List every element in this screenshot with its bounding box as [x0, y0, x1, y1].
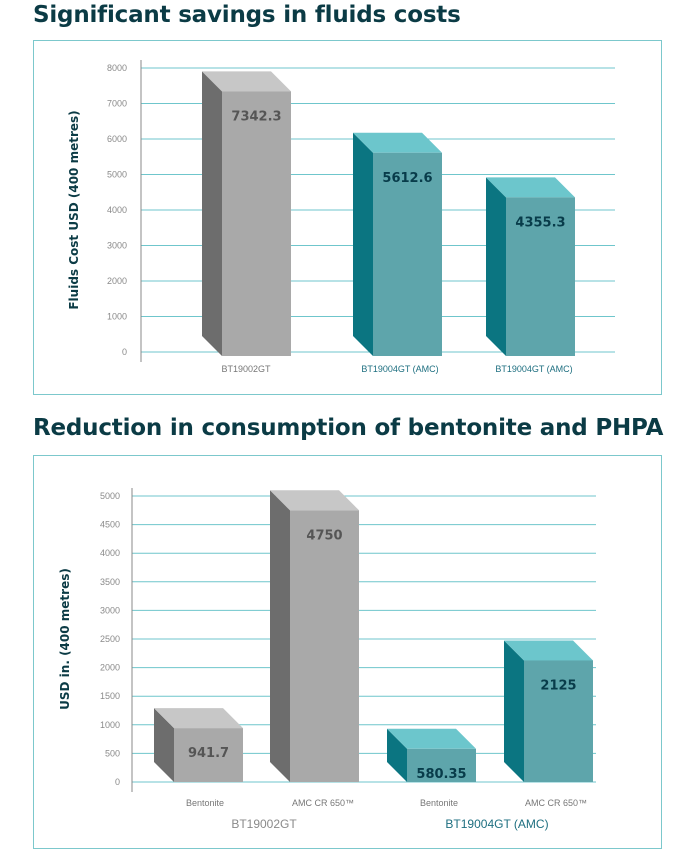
chart2-bar-side [270, 490, 290, 782]
chart2-y-tick-label: 5000 [100, 491, 120, 501]
consumption-chart-panel: 0 500 1000 1500 2000 2500 3000 3500 4000 4500 5000… [33, 455, 662, 849]
chart2-y-tick-label: 0 [115, 777, 120, 787]
chart2-bar-top [154, 708, 243, 729]
chart1-bar-front [506, 197, 575, 356]
chart1-y-tick-label: 4000 [107, 205, 127, 215]
chart2-y-tick-label: 4000 [100, 548, 120, 558]
chart2-y-tick-label: 1000 [100, 720, 120, 730]
chart1-bar-side [202, 71, 222, 356]
chart2-category-label: AMC CR 650™ [292, 798, 354, 808]
chart1-bar-side [353, 132, 373, 356]
chart2-y-tick-label: 2000 [100, 663, 120, 673]
fluids-cost-chart: 0 1000 2000 3000 4000 5000 6000 7000 8000 Fluids … [67, 60, 615, 374]
chart2-bar-top [387, 728, 476, 749]
chart1-y-tick-label: 1000 [107, 312, 127, 322]
chart2-bar-front [524, 660, 593, 782]
chart2-y-tick-label: 500 [105, 748, 120, 758]
chart1-bar-value-label: 5612.6 [382, 171, 432, 186]
chart2-group-label: BT19004GT (AMC) [445, 817, 548, 831]
chart2-group-label: BT19002GT [231, 817, 297, 831]
chart2-bar [154, 708, 243, 782]
chart2-y-tick-label: 3000 [100, 605, 120, 615]
chart1-y-tick-label: 0 [122, 347, 127, 357]
fluids-cost-heading: Significant savings in fluids costs [33, 2, 461, 28]
chart2-bar-top [504, 640, 593, 661]
chart2-bar-front [407, 748, 476, 782]
chart2-bar-value-label: 4750 [306, 528, 342, 543]
chart2-y-tick-label: 3500 [100, 577, 120, 587]
chart1-bar-side [486, 177, 506, 356]
chart2-y-axis-title: USD in. (400 metres) [58, 568, 72, 710]
chart1-category-label: BT19004GT (AMC) [495, 364, 572, 374]
chart2-bar-value-label: 2125 [540, 678, 576, 693]
chart1-category-label: BT19004GT (AMC) [361, 364, 438, 374]
chart1-y-tick-label: 7000 [107, 99, 127, 109]
chart1-bar-top [486, 177, 575, 198]
chart2-bar-value-label: 941.7 [188, 746, 229, 761]
chart2-category-label: AMC CR 650™ [525, 798, 587, 808]
chart1-bar-top [353, 132, 442, 153]
chart1-bar-value-label: 4355.3 [515, 215, 565, 230]
fluids-cost-chart-panel: 0 1000 2000 3000 4000 5000 6000 7000 8000 Fluids … [33, 40, 662, 395]
chart2-category-label: Bentonite [420, 798, 458, 808]
chart2-y-tick-label: 4500 [100, 520, 120, 530]
chart1-y-tick-label: 8000 [107, 63, 127, 73]
chart1-bar-front [373, 152, 442, 356]
chart2-bar-top [270, 490, 359, 511]
chart1-y-tick-label: 2000 [107, 276, 127, 286]
chart1-category-label: BT19002GT [221, 364, 271, 374]
chart2-bar-side [387, 728, 407, 782]
chart2-bar-side [504, 640, 524, 782]
chart2-bar [270, 490, 359, 782]
chart1-bar [353, 132, 442, 356]
chart2-y-tick-label: 1500 [100, 691, 120, 701]
chart2-bar [387, 728, 476, 782]
chart1-bar [202, 71, 291, 356]
chart2-bar-front [174, 728, 243, 782]
chart1-bar-front [222, 91, 291, 356]
chart2-bar-value-label: 580.35 [416, 767, 466, 782]
chart2-bar-side [154, 708, 174, 782]
consumption-chart: 0 500 1000 1500 2000 2500 3000 3500 4000 4500 5000… [58, 488, 596, 831]
chart1-bar-value-label: 7342.3 [231, 109, 281, 124]
consumption-heading: Reduction in consumption of bentonite an… [33, 415, 664, 441]
chart2-bar-front [290, 510, 359, 782]
chart2-category-label: Bentonite [186, 798, 224, 808]
chart1-y-tick-label: 6000 [107, 134, 127, 144]
chart1-y-tick-label: 5000 [107, 170, 127, 180]
chart2-bar [504, 640, 593, 782]
chart2-y-tick-label: 2500 [100, 634, 120, 644]
chart1-y-axis-title: Fluids Cost USD (400 metres) [67, 110, 81, 309]
chart1-y-tick-label: 3000 [107, 241, 127, 251]
chart1-bar [486, 177, 575, 356]
chart1-bar-top [202, 71, 291, 92]
